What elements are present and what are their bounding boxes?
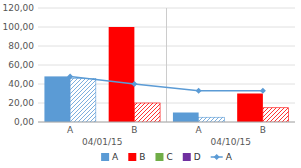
bar bbox=[44, 76, 70, 122]
line bbox=[70, 76, 263, 90]
x-axis bbox=[38, 122, 295, 123]
legend: ABCDA bbox=[101, 152, 233, 162]
data-layer bbox=[44, 27, 288, 122]
group-label: 04/10/15 bbox=[211, 137, 251, 147]
legend-label: A bbox=[112, 152, 119, 162]
legend-item: A bbox=[211, 152, 233, 162]
bar bbox=[199, 117, 225, 122]
y-tick-label: 60,00 bbox=[8, 60, 34, 70]
line-marker bbox=[67, 73, 73, 79]
bar bbox=[70, 78, 96, 122]
x-tick-label: A bbox=[67, 125, 74, 135]
x-tick-label: B bbox=[131, 125, 137, 135]
legend-label: A bbox=[226, 152, 233, 162]
legend-swatch bbox=[183, 153, 191, 161]
chart: 0,00 20,00 40,00 60,00 80,00 100,00 120,00 A B A B… bbox=[0, 0, 301, 168]
legend-swatch bbox=[128, 153, 136, 161]
bar bbox=[173, 113, 199, 123]
legend-item: A bbox=[101, 152, 119, 162]
legend-item: B bbox=[128, 152, 145, 162]
line-marker bbox=[131, 81, 137, 87]
y-tick-label: 40,00 bbox=[8, 79, 34, 89]
y-tick-label: 20,00 bbox=[8, 98, 34, 108]
x-tick-label: A bbox=[196, 125, 203, 135]
legend-swatch bbox=[155, 153, 163, 161]
x-tick-label: B bbox=[260, 125, 266, 135]
y-tick-label: 100,00 bbox=[3, 22, 35, 32]
bar bbox=[263, 108, 289, 122]
line-marker bbox=[196, 88, 202, 94]
legend-label: B bbox=[139, 152, 145, 162]
group-separator bbox=[166, 8, 167, 122]
line-marker bbox=[260, 88, 266, 94]
y-tick-label: 120,00 bbox=[3, 3, 35, 13]
y-tick-label: 0,00 bbox=[14, 117, 34, 127]
legend-label: D bbox=[194, 152, 201, 162]
group-label: 04/01/15 bbox=[82, 137, 122, 147]
bar bbox=[237, 94, 263, 123]
legend-swatch-marker bbox=[214, 154, 220, 160]
legend-item: D bbox=[183, 152, 201, 162]
bar bbox=[134, 103, 160, 122]
legend-item: C bbox=[155, 152, 172, 162]
legend-label: C bbox=[166, 152, 172, 162]
grid-line bbox=[38, 122, 295, 123]
y-tick-label: 80,00 bbox=[8, 41, 34, 51]
bar bbox=[109, 27, 135, 122]
legend-swatch bbox=[101, 153, 109, 161]
